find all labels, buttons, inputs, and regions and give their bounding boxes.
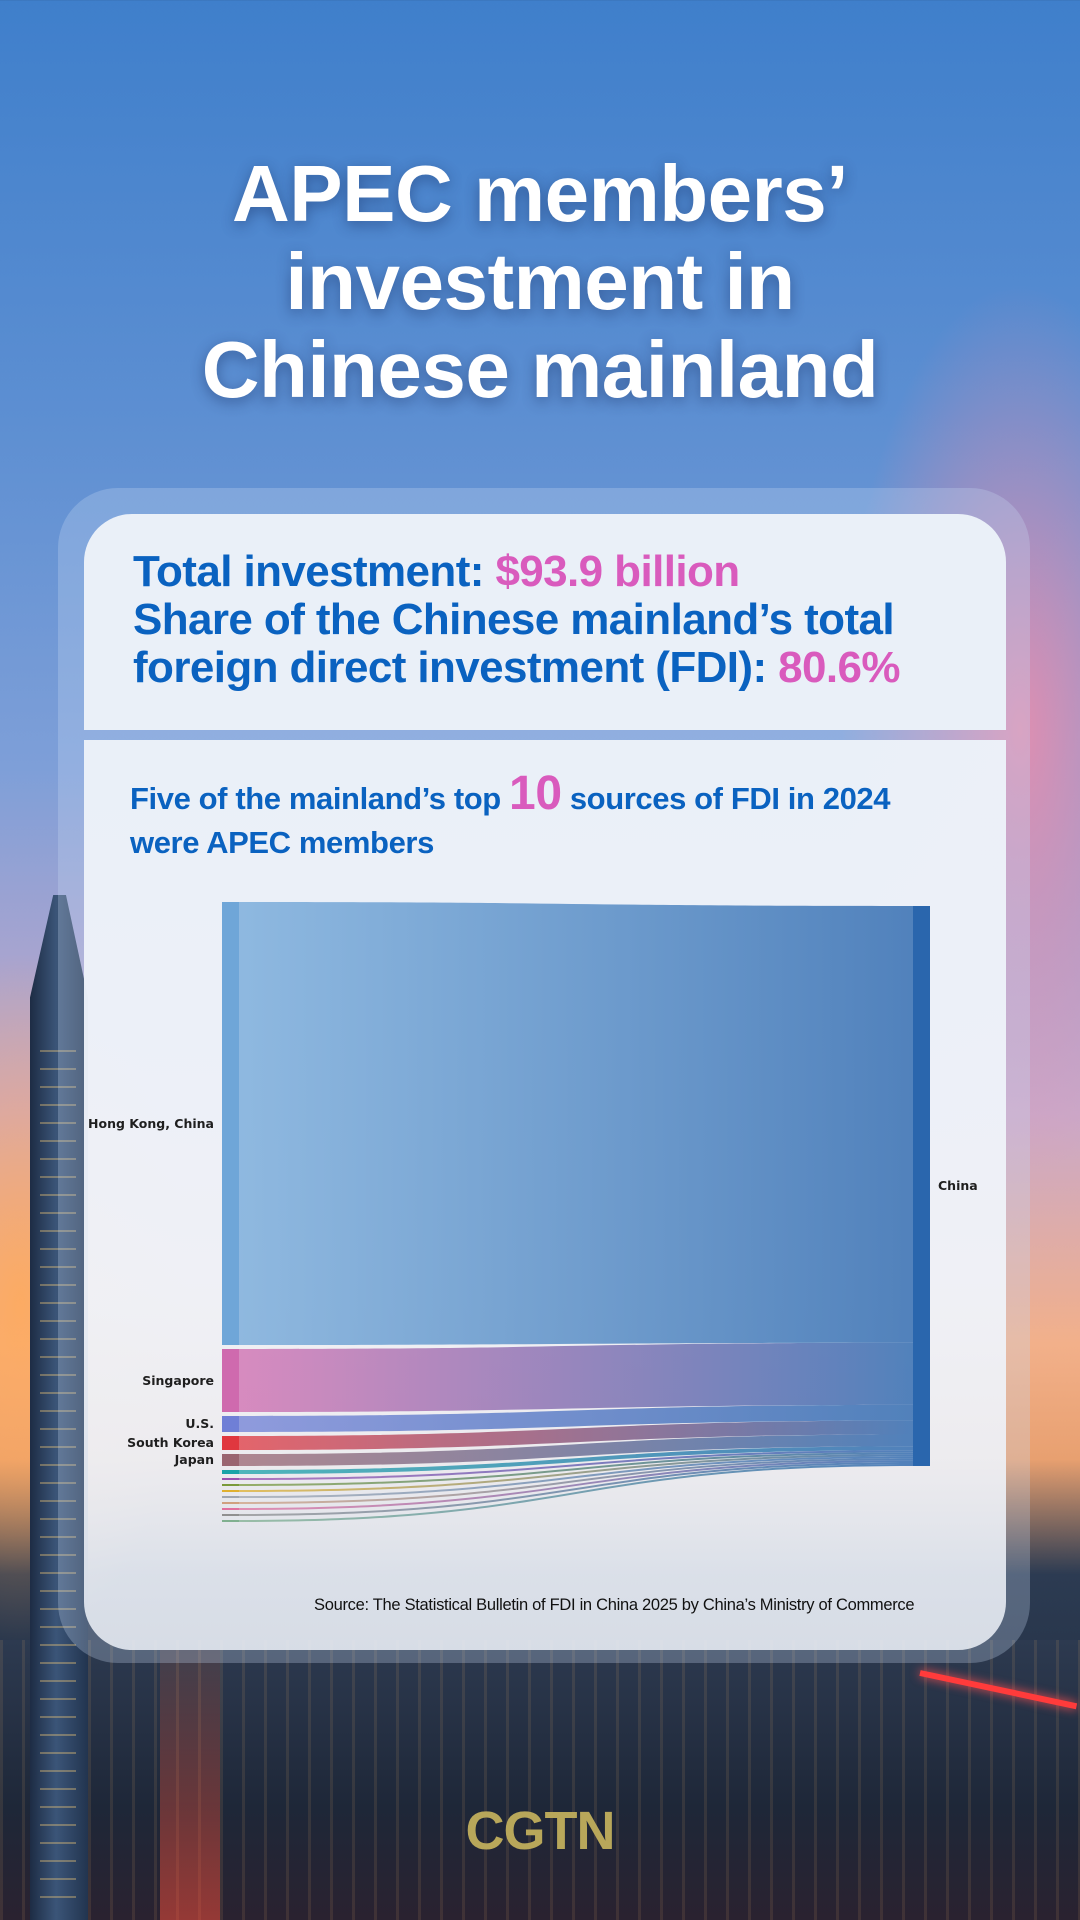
stats-block: Total investment: $93.9 billion Share of…	[133, 548, 901, 692]
total-investment-value: $93.9 billion	[495, 547, 740, 596]
sankey-source-label: Hong Kong, China	[88, 1115, 214, 1131]
skyscraper-lights	[40, 1050, 76, 1910]
total-investment-line: Total investment: $93.9 billion	[133, 548, 900, 596]
street-lights	[160, 1650, 220, 1920]
source-note: Source: The Statistical Bulletin of FDI …	[314, 1596, 915, 1614]
sankey-source-label: Japan	[174, 1452, 214, 1467]
title-line: APEC members’	[232, 149, 848, 238]
subhead-highlight: 10	[509, 767, 562, 820]
subhead-line2: were APEC members	[130, 825, 434, 860]
title-line: Chinese mainland	[201, 325, 879, 414]
sankey-source-label: U.S.	[185, 1416, 214, 1431]
title-line: investment in	[285, 237, 795, 326]
subhead-part1: Five of the mainland’s top	[130, 781, 510, 816]
chart-panel	[84, 740, 1006, 1650]
share-line-2: foreign direct investment (FDI): 80.6%	[133, 643, 901, 692]
total-investment-label: Total investment:	[133, 547, 496, 596]
chart-subheading: Five of the mainland’s top 10 sources of…	[130, 770, 1010, 865]
page-title: APEC members’ investment in Chinese main…	[0, 150, 1080, 414]
sankey-source-label: South Korea	[127, 1435, 214, 1450]
share-label: foreign direct investment (FDI):	[133, 643, 779, 692]
cgtn-logo: CGTN	[465, 1801, 616, 1861]
subhead-part2: sources of FDI in 2024	[561, 781, 891, 816]
sankey-source-label: Singapore	[142, 1372, 214, 1388]
stats-panel	[84, 514, 1006, 730]
skyscraper	[30, 895, 88, 1920]
sankey-target-label: China	[938, 1178, 978, 1193]
share-line-1: Share of the Chinese mainland’s total	[133, 595, 895, 644]
share-value: 80.6%	[778, 643, 900, 692]
